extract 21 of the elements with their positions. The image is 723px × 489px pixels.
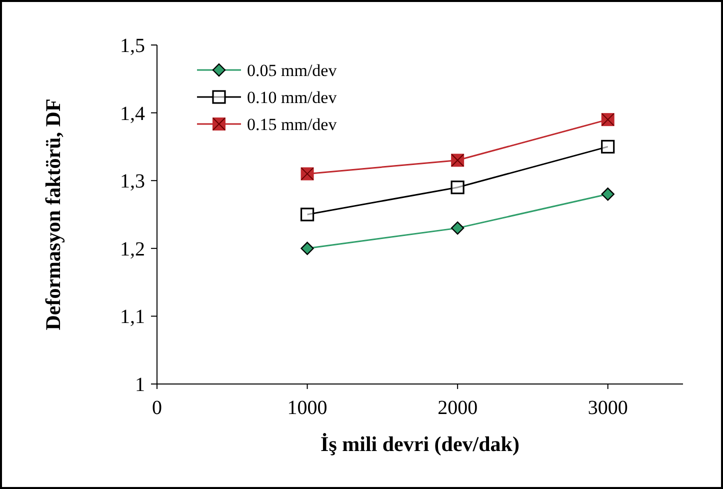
x-tick-label: 3000 (588, 397, 628, 419)
y-tick-label: 1,3 (120, 170, 145, 193)
point (300, 208, 314, 222)
point (601, 140, 615, 154)
x-tick-label: 0 (152, 397, 162, 419)
x-tick-label: 1000 (287, 397, 328, 419)
point (300, 242, 314, 255)
x-axis-title: İş mili devri (dev/dak) (320, 432, 520, 456)
x-tick-label: 2000 (438, 397, 478, 419)
point (450, 221, 464, 235)
legend-label: 0.15 mm/dev (247, 114, 338, 134)
y-tick-label: 1,4 (120, 102, 145, 125)
point (601, 188, 614, 201)
y-tick-label: 1 (135, 374, 145, 396)
y-tick-label: 1,5 (120, 35, 145, 57)
legend-label: 0.10 mm/dev (247, 88, 338, 107)
y-axis-title: Deformasyon faktörü, DF (41, 98, 65, 330)
y-tick-label: 1,1 (120, 306, 145, 328)
y-tick-label: 1,2 (120, 238, 145, 260)
legend-label: 0.05 mm/dev (247, 60, 338, 80)
point (450, 180, 464, 194)
